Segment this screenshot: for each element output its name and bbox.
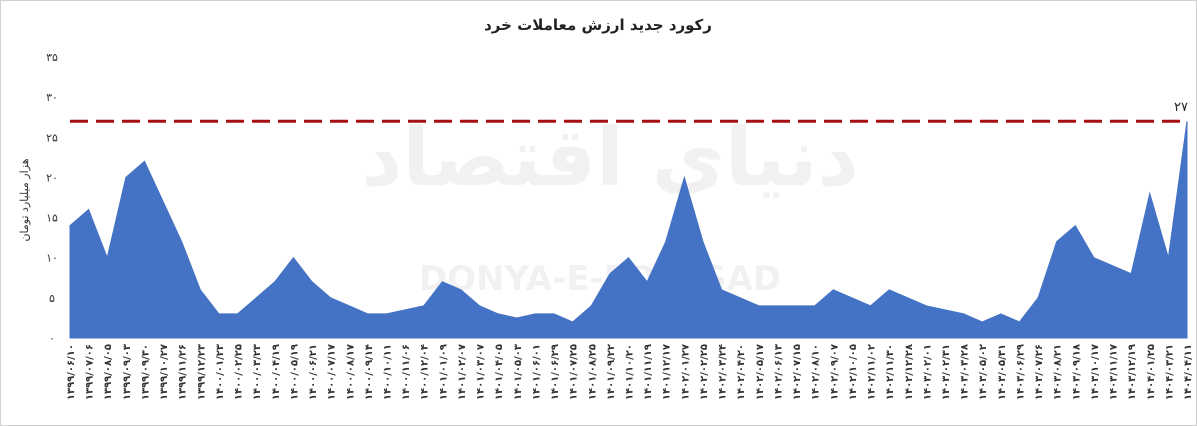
x-tick-label: ۱۴۰۳/۰۷/۲۶ [1034,344,1045,400]
x-tick-label: ۱۴۰۳/۰۶/۲۹ [1015,344,1026,400]
x-tick-label: ۱۴۰۳/۰۲/۳۱ [941,344,952,400]
x-tick-label: ۱۳۹۹/۱۰/۲۷ [159,344,170,400]
x-tick-label: ۱۴۰۲/۰۸/۱۰ [811,344,822,400]
x-tick-label: ۱۴۰۴/۰۴/۱۱ [1183,344,1194,400]
x-tick-label: ۱۴۰۲/۰۴/۲۰ [736,344,747,400]
x-tick-label: ۱۴۰۲/۱۰/۰۵ [848,344,859,400]
x-tick-label: ۱۴۰۳/۰۵/۳۱ [997,344,1008,400]
watermark: دنیای اقتصاد [361,111,858,204]
x-tick-label: ۱۴۰۳/۰۸/۲۱ [1053,344,1064,400]
x-tick-label: ۱۴۰۱/۱۰/۲۰ [625,344,636,400]
y-tick-label: ۱۰ [46,252,58,265]
x-tick-label: ۱۴۰۰/۰۸/۱۷ [345,344,356,400]
x-tick-label: ۱۴۰۱/۰۴/۰۵ [494,344,505,400]
x-tick-label: ۱۴۰۰/۰۵/۱۹ [289,344,300,400]
reference-label: ۲۷ [1174,100,1188,115]
chart-title: رکورد جدید ارزش معاملات خرد [484,16,712,34]
x-tick-label: ۱۴۰۰/۰۷/۱۷ [327,344,338,400]
x-tick-label: ۱۴۰۳/۱۱/۱۷ [1109,344,1120,400]
x-tick-label: ۱۴۰۰/۰۱/۲۳ [215,344,226,400]
x-tick-label: ۱۳۹۹/۱۱/۲۶ [178,344,189,400]
x-tick-label: ۱۴۰۱/۰۷/۲۵ [569,344,580,400]
y-tick-label: ۳۵ [46,51,58,64]
x-tick-label: ۱۴۰۳/۰۵/۰۲ [978,344,989,400]
x-tick-label: ۱۴۰۱/۰۶/۰۱ [531,344,542,400]
x-tick-label: ۱۴۰۳/۰۲/۰۱ [922,344,933,400]
x-tick-label: ۱۴۰۴/۰۱/۲۵ [1146,344,1157,400]
x-tick-label: ۱۴۰۳/۱۲/۱۹ [1127,344,1138,400]
x-tick-label: ۱۴۰۰/۱۱/۰۶ [401,344,412,400]
x-tick-label: ۱۴۰۰/۱۰/۱۱ [382,344,393,400]
x-tick-label: ۱۳۹۹/۰۹/۰۳ [122,344,133,400]
y-axis-label: هزار میلیارد تومان [18,158,31,241]
x-tick-label: ۱۴۰۲/۱۱/۰۲ [867,344,878,400]
x-tick-label: ۱۴۰۰/۰۶/۲۱ [308,344,319,400]
x-tick-label: ۱۴۰۲/۰۷/۱۵ [792,344,803,400]
x-tick-label: ۱۴۰۰/۰۳/۲۳ [252,344,263,400]
x-tick-label: ۱۴۰۲/۰۳/۲۴ [718,344,729,400]
x-tick-label: ۱۴۰۱/۰۸/۲۵ [587,344,598,400]
x-tick-label: ۱۴۰۰/۰۴/۱۹ [271,344,282,400]
y-tick-label: ۳۰ [46,91,58,104]
x-tick-label: ۱۴۰۳/۱۰/۱۷ [1090,344,1101,400]
y-tick-label: ۲۰ [46,171,58,184]
y-tick-label: ۰ [49,332,55,345]
x-tick-label: ۱۴۰۰/۰۹/۱۴ [364,344,375,400]
x-tick-label: ۱۴۰۲/۰۹/۰۷ [829,344,840,400]
x-tick-label: ۱۴۰۲/۰۱/۲۷ [680,344,691,400]
x-tick-label: ۱۴۰۱/۱۲/۱۷ [662,344,673,400]
y-tick-label: ۲۵ [46,131,58,144]
x-tick-label: ۱۴۰۱/۰۲/۰۷ [457,344,468,400]
x-tick-label: ۱۴۰۳/۰۹/۱۸ [1071,344,1082,400]
x-tick-label: ۱۳۹۹/۰۶/۱۰ [66,344,77,400]
y-tick-label: ۱۵ [46,212,58,225]
x-tick-label: ۱۴۰۱/۰۶/۲۹ [550,344,561,400]
x-tick-label: ۱۴۰۱/۰۵/۰۳ [513,344,524,400]
x-tick-label: ۱۴۰۰/۰۲/۲۵ [234,344,245,400]
x-tick-label: ۱۴۰۳/۰۳/۲۸ [960,344,971,400]
x-tick-label: ۱۳۹۹/۱۲/۲۳ [196,344,207,400]
x-tick-label: ۱۳۹۹/۰۸/۰۵ [103,344,114,400]
x-tick-label: ۱۴۰۲/۱۱/۳۰ [885,344,896,400]
x-tick-label: ۱۴۰۰/۱۲/۰۴ [420,344,431,400]
x-tick-label: ۱۴۰۱/۰۹/۲۲ [606,344,617,400]
x-tick-label: ۱۴۰۱/۰۳/۰۷ [476,344,487,400]
x-tick-label: ۱۴۰۲/۰۲/۲۵ [699,344,710,400]
x-tick-label: ۱۴۰۲/۱۲/۲۸ [904,344,915,400]
x-tick-label: ۱۳۹۹/۰۹/۳۰ [140,344,151,400]
area [69,121,1188,339]
x-tick-label: ۱۴۰۱/۰۱/۰۹ [438,344,449,400]
x-tick-label: ۱۴۰۴/۰۳/۲۱ [1164,344,1175,400]
x-tick-label: ۱۴۰۲/۰۵/۱۷ [755,344,766,400]
x-tick-label: ۱۴۰۱/۱۱/۱۹ [643,344,654,400]
y-tick-label: ۵ [49,292,55,305]
x-tick-label: ۱۴۰۲/۰۶/۱۳ [773,344,784,400]
x-tick-label: ۱۳۹۹/۰۷/۰۶ [85,344,96,400]
